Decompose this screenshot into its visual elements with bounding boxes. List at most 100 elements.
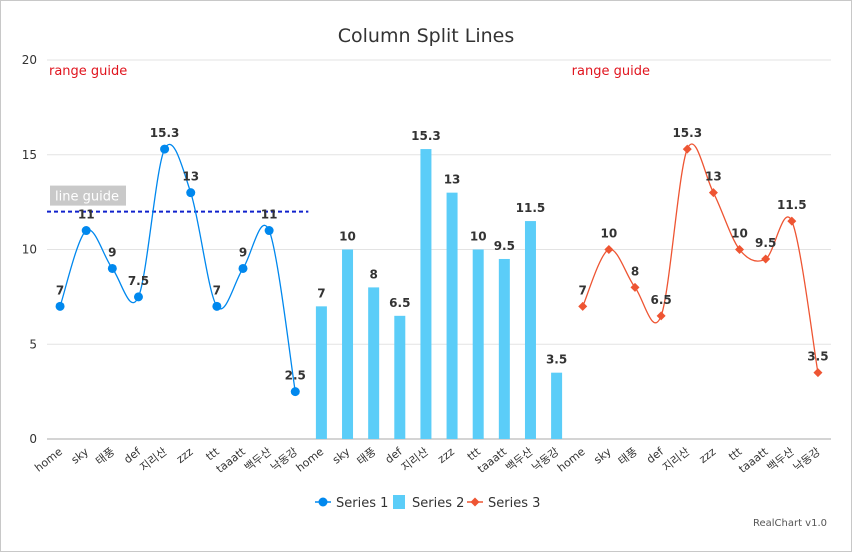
x-tick-label: sky — [330, 445, 353, 467]
y-tick-label: 0 — [29, 432, 37, 446]
series-2-bar — [368, 287, 380, 439]
range-guide-label: range guide — [572, 64, 650, 79]
x-tick-label: 지리산 — [138, 445, 170, 474]
series-2-bar — [315, 306, 327, 439]
series-1-data-label: 11 — [78, 208, 95, 222]
series-3-point — [813, 368, 823, 378]
series-3-data-label: 6.5 — [651, 293, 672, 307]
series-1-data-label: 2.5 — [285, 369, 306, 383]
x-tick-label: 지리산 — [660, 445, 692, 474]
series-3-point — [761, 254, 771, 264]
y-tick-label: 20 — [22, 53, 37, 67]
series-1-data-label: 9 — [239, 245, 247, 259]
x-tick-label: 지리산 — [399, 445, 431, 474]
x-tick-label: taaatt — [736, 445, 771, 476]
x-tick-label: 태풍 — [616, 445, 640, 468]
series-2-bar — [551, 372, 563, 439]
series-2-data-label: 9.5 — [494, 239, 515, 253]
x-tick-label: home — [294, 445, 327, 475]
x-tick-label: 백두산 — [765, 445, 797, 474]
x-tick-label: zzz — [697, 445, 719, 466]
series-3-data-label: 8 — [631, 264, 639, 278]
series-3-point — [604, 245, 614, 254]
series-3-data-label: 10 — [601, 227, 618, 241]
series-1-point — [264, 226, 274, 236]
series-3-data-label: 15.3 — [672, 126, 702, 140]
series-3-point — [578, 301, 588, 311]
series-2-data-label: 13 — [444, 173, 461, 187]
series-1-point — [133, 292, 143, 302]
chart-credit: RealChart v1.0 — [752, 518, 827, 529]
series-2-bar — [394, 315, 406, 439]
line-guide-label-bg — [50, 185, 126, 206]
series-3-line — [582, 143, 819, 373]
series-1-data-label: 9 — [108, 245, 116, 259]
series-2-data-label: 3.5 — [546, 353, 567, 367]
series-1-data-label: 15.3 — [150, 126, 180, 140]
series-3-point — [630, 282, 640, 292]
legend-series-2-swatch — [393, 495, 405, 509]
series-2-data-label: 8 — [369, 267, 377, 281]
x-tick-label: 낙동강 — [791, 445, 823, 474]
series-2-data-label: 10 — [470, 230, 487, 244]
series-1-data-label: 7 — [213, 283, 221, 297]
series-1-data-label: 11 — [261, 208, 278, 222]
legend-series-3-marker — [470, 497, 480, 507]
x-tick-label: sky — [69, 445, 92, 467]
series-3-data-label: 13 — [705, 170, 722, 184]
series-3-point — [656, 311, 666, 321]
x-tick-label: taaatt — [214, 445, 249, 476]
series-3-data-label: 7 — [579, 283, 587, 297]
series-2-bar — [420, 149, 432, 439]
series-1-point — [55, 301, 65, 311]
legend-series-1-label: Series 1 — [336, 496, 388, 511]
series-3-data-label: 3.5 — [807, 350, 828, 364]
x-tick-label: zzz — [435, 445, 457, 466]
y-tick-label: 5 — [29, 337, 37, 351]
series-2-data-label: 15.3 — [411, 129, 441, 143]
series-1-data-label: 7 — [56, 283, 64, 297]
chart-title: Column Split Lines — [338, 25, 514, 47]
series-2-bar — [446, 192, 458, 439]
x-tick-label: taaatt — [475, 445, 510, 476]
series-2-bar — [472, 249, 484, 439]
x-tick-label: 백두산 — [242, 445, 274, 474]
series-3-point — [682, 144, 692, 154]
x-tick-label: zzz — [174, 445, 196, 466]
series-2-data-label: 6.5 — [389, 296, 410, 310]
x-tick-label: 낙동강 — [530, 445, 562, 474]
series-2-data-label: 11.5 — [516, 201, 546, 215]
legend-series-2-label: Series 2 — [412, 496, 464, 511]
x-tick-label: 백두산 — [503, 445, 535, 474]
x-tick-label: 태풍 — [93, 445, 117, 468]
series-1-point — [186, 188, 196, 198]
series-2-bar — [342, 249, 354, 439]
y-tick-label: 10 — [22, 243, 37, 257]
y-tick-label: 15 — [22, 148, 37, 162]
series-3-data-label: 10 — [731, 227, 748, 241]
series-3-point — [708, 188, 718, 198]
series-1-data-label: 7.5 — [128, 274, 149, 288]
range-guide-label: range guide — [49, 64, 127, 79]
series-3-point — [787, 216, 797, 226]
series-1-point — [160, 144, 170, 154]
series-1-point — [81, 226, 91, 236]
series-2-data-label: 10 — [339, 230, 356, 244]
series-2-bar — [524, 221, 536, 439]
x-tick-label: home — [555, 445, 588, 475]
series-1-point — [290, 387, 300, 397]
series-1-line — [59, 143, 296, 392]
line-guide-label: line guide — [55, 190, 119, 205]
series-1-data-label: 13 — [182, 170, 199, 184]
x-tick-label: home — [32, 445, 65, 475]
series-3-point — [735, 245, 745, 254]
x-tick-label: 태풍 — [355, 445, 379, 468]
x-tick-label: 낙동강 — [268, 445, 300, 474]
x-tick-label: sky — [591, 445, 614, 467]
series-2-bar — [498, 258, 510, 439]
legend-series-3-label: Series 3 — [488, 496, 540, 511]
series-1-point — [238, 263, 248, 273]
series-1-point — [107, 263, 117, 273]
